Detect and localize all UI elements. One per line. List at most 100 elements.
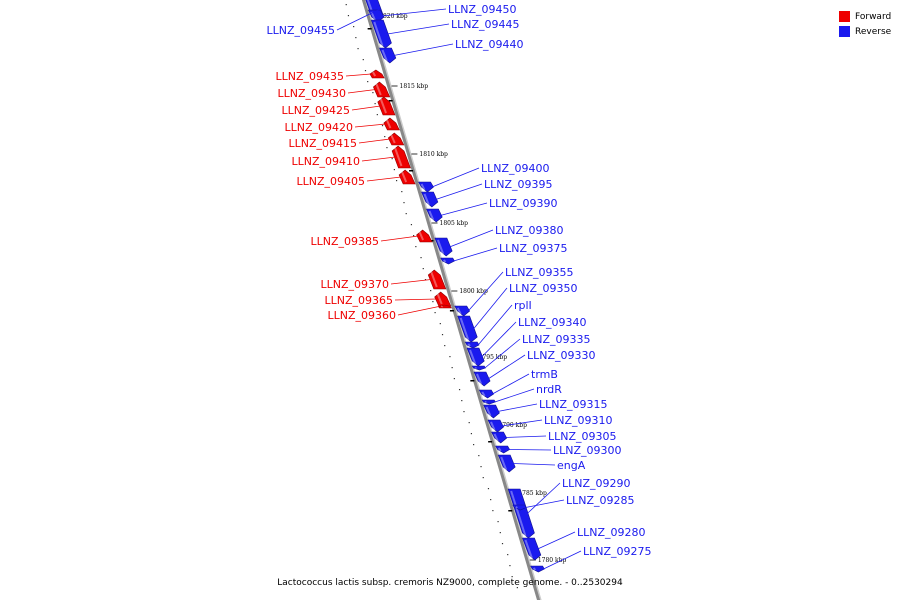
gene-label[interactable]: LLNZ_09330 — [527, 349, 596, 362]
gene-label[interactable]: LLNZ_09300 — [553, 444, 622, 457]
gene-feature-reverse[interactable] — [483, 404, 500, 419]
gene-label[interactable]: rplI — [514, 299, 532, 312]
gene-highlight — [515, 506, 518, 509]
guide-dot — [478, 455, 480, 457]
legend: Forward Reverse — [839, 9, 891, 39]
guide-dot — [364, 70, 367, 72]
gene-feature-reverse[interactable] — [478, 389, 494, 399]
gene-feature-reverse[interactable] — [454, 305, 471, 317]
gene-feature-reverse[interactable] — [522, 537, 542, 561]
gene-feature-reverse[interactable] — [507, 488, 535, 539]
gene-label[interactable]: LLNZ_09400 — [481, 162, 550, 175]
gene-label[interactable]: LLNZ_09455 — [266, 24, 335, 37]
gene-feature-reverse[interactable] — [464, 341, 480, 349]
gene-feature-reverse[interactable] — [530, 565, 545, 573]
gene-feature-reverse[interactable] — [512, 504, 527, 511]
gene-label[interactable]: LLNZ_09315 — [539, 398, 608, 411]
gene-feature-reverse[interactable] — [466, 347, 485, 367]
gene-highlight — [481, 391, 486, 397]
gene-label[interactable]: LLNZ_09410 — [291, 155, 360, 168]
gene-label[interactable]: LLNZ_09365 — [324, 294, 393, 307]
gene-label[interactable]: LLNZ_09370 — [320, 278, 389, 291]
gene-label[interactable]: LLNZ_09340 — [518, 316, 587, 329]
gene-feature-forward[interactable] — [398, 169, 416, 185]
gene-feature-reverse[interactable] — [421, 191, 439, 208]
gene-highlight — [436, 293, 443, 305]
gene-label[interactable]: LLNZ_09445 — [451, 18, 520, 31]
gene-connector — [431, 167, 480, 188]
gene-feature-reverse[interactable] — [495, 445, 511, 454]
gene-label[interactable]: LLNZ_09305 — [548, 430, 617, 443]
gene-label[interactable]: LLNZ_09350 — [509, 282, 578, 295]
gene-connector — [345, 73, 372, 77]
gene-highlight — [456, 307, 462, 315]
guide-dot — [492, 510, 494, 512]
backbone-layer — [361, 0, 542, 600]
gene-feature-reverse[interactable] — [491, 431, 508, 444]
guide-dot — [403, 202, 405, 204]
gene-feature-reverse[interactable] — [418, 181, 434, 193]
gene-feature-reverse[interactable] — [379, 47, 397, 64]
guide-dot — [367, 81, 369, 83]
gene-label[interactable]: LLNZ_09425 — [281, 104, 350, 117]
gene-label[interactable]: LLNZ_09355 — [505, 266, 574, 279]
gene-label[interactable]: LLNZ_09395 — [484, 178, 553, 191]
gene-label[interactable]: LLNZ_09360 — [327, 309, 396, 322]
kbp-tick-label: 1820 kbp — [379, 13, 408, 20]
gene-label[interactable]: LLNZ_09285 — [566, 494, 635, 507]
gene-label[interactable]: LLNZ_09450 — [448, 3, 517, 16]
gene-label[interactable]: LLNZ_09280 — [577, 526, 646, 539]
gene-label[interactable]: LLNZ_09415 — [288, 137, 357, 150]
gene-label[interactable]: LLNZ_09430 — [277, 87, 346, 100]
gene-highlight — [442, 259, 447, 263]
gene-feature-forward[interactable] — [416, 229, 433, 243]
gene-feature-forward[interactable] — [369, 69, 385, 79]
gene-label[interactable]: LLNZ_09420 — [284, 121, 353, 134]
gene-feature-forward[interactable] — [377, 96, 396, 116]
gene-label[interactable]: LLNZ_09290 — [562, 477, 631, 490]
minor-tick — [508, 510, 513, 512]
gene-feature-forward[interactable] — [387, 132, 405, 146]
gene-highlight — [532, 567, 537, 571]
gene-connector — [473, 287, 508, 330]
kbp-tick-label: 1785 kbp — [518, 490, 547, 497]
gene-label[interactable]: nrdR — [536, 383, 562, 396]
gene-connector — [382, 8, 447, 17]
gene-feature-reverse[interactable] — [487, 419, 504, 433]
gene-feature-reverse[interactable] — [425, 208, 443, 223]
gene-label[interactable]: LLNZ_09275 — [583, 545, 652, 558]
guide-dot — [451, 367, 453, 369]
gene-feature-reverse[interactable] — [434, 237, 453, 257]
guide-dot — [413, 235, 415, 237]
gene-feature-reverse[interactable] — [370, 19, 392, 49]
gene-label[interactable]: trmB — [531, 368, 558, 381]
gene-label[interactable]: engA — [557, 459, 586, 472]
gene-feature-reverse[interactable] — [481, 399, 496, 405]
gene-feature-forward[interactable] — [427, 269, 447, 290]
gene-connector — [361, 156, 396, 162]
gene-feature-reverse[interactable] — [473, 371, 491, 387]
gene-connector — [512, 463, 556, 466]
gene-highlight — [476, 373, 483, 385]
gene-feature-reverse[interactable] — [471, 365, 486, 371]
gene-label[interactable]: LLNZ_09380 — [495, 224, 564, 237]
guide-dot — [362, 59, 364, 61]
gene-feature-forward[interactable] — [383, 117, 400, 131]
gene-label[interactable]: LLNZ_09435 — [275, 70, 344, 83]
guide-dot — [439, 323, 441, 325]
gene-label[interactable]: LLNZ_09405 — [296, 175, 365, 188]
gene-feature-reverse[interactable] — [440, 257, 455, 265]
gene-feature-forward[interactable] — [391, 145, 411, 169]
gene-label[interactable]: LLNZ_09440 — [455, 38, 524, 51]
gene-label[interactable]: LLNZ_09390 — [489, 197, 558, 210]
gene-feature-forward[interactable] — [437, 304, 452, 309]
forward-swatch — [839, 11, 850, 22]
gene-highlight — [510, 490, 527, 537]
gene-label[interactable]: LLNZ_09335 — [522, 333, 591, 346]
gene-label[interactable]: LLNZ_09375 — [499, 242, 568, 255]
gene-label[interactable]: LLNZ_09385 — [310, 235, 379, 248]
gene-label[interactable]: LLNZ_09310 — [544, 414, 613, 427]
guide-dot — [430, 290, 432, 292]
gene-feature-reverse[interactable] — [457, 315, 478, 343]
gene-feature-reverse[interactable] — [497, 454, 516, 473]
